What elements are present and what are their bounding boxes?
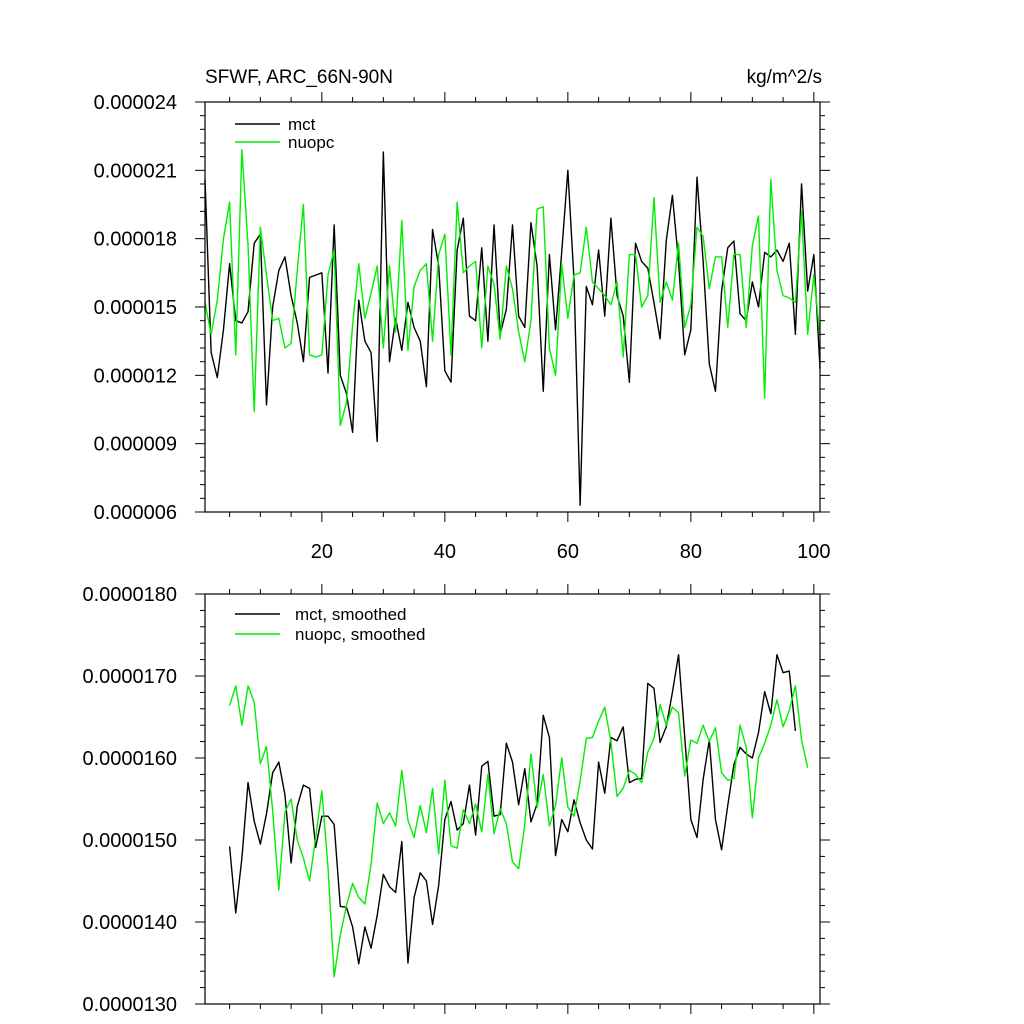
y-tick-label: 0.000015 <box>94 297 177 319</box>
top-panel-y-tick-labels: 0.000006 0.000009 0.000012 0.000015 0.000018… <box>94 92 177 524</box>
x-tick-label: 60 <box>557 541 579 563</box>
y-tick-label: 0.000012 <box>94 365 177 387</box>
top-panel-legend: mct nuopc <box>235 115 335 152</box>
y-tick-label: 0.000009 <box>94 434 177 456</box>
series-line-nuopc-smoothed <box>228 685 809 978</box>
y-tick-label: 0.0000180 <box>82 584 177 606</box>
top-panel: SFWF, ARC_66N-90N kg/m^2/s 0.0000060.000… <box>94 67 831 563</box>
y-tick-label: 0.000024 <box>94 92 177 114</box>
series-line-mct <box>204 151 821 506</box>
top-panel-title: SFWF, ARC_66N-90N <box>205 67 393 88</box>
x-tick-label: 40 <box>434 541 456 563</box>
y-tick-label: 0.0000150 <box>82 830 177 852</box>
top-panel-units: kg/m^2/s <box>747 67 822 88</box>
legend-label-nuopc-smoothed: nuopc, smoothed <box>295 625 425 644</box>
y-tick-label: 0.0000140 <box>82 912 177 934</box>
y-tick-label: 0.000006 <box>94 502 177 524</box>
x-tick-label: 20 <box>311 541 333 563</box>
y-tick-label: 0.0000170 <box>82 666 177 688</box>
top-panel-plot-frame <box>204 101 821 513</box>
bottom-panel-y-tick-labels: 0.0000130 0.0000140 0.0000150 0.0000160 0.00… <box>82 584 177 1016</box>
bottom-panel-ticks <box>195 584 830 1014</box>
bottom-panel-legend: mct, smoothed nuopc, smoothed <box>235 605 425 644</box>
y-tick-label: 0.0000130 <box>82 994 177 1016</box>
top-panel-series <box>204 149 821 506</box>
y-tick-label: 0.0000160 <box>82 748 177 770</box>
bottom-panel-plot-frame <box>204 593 821 1005</box>
y-tick-label: 0.000021 <box>94 160 177 182</box>
series-line-nuopc <box>204 149 821 427</box>
x-tick-label: 100 <box>797 541 830 563</box>
legend-label-mct-smoothed: mct, smoothed <box>295 605 407 624</box>
top-panel-ticks <box>195 92 830 522</box>
legend-label-mct: mct <box>288 115 316 134</box>
series-line-mct-smoothed <box>228 653 797 965</box>
bottom-panel: 0.0000130 0.0000140 0.0000150 0.0000160 0.00… <box>82 584 830 1016</box>
bottom-panel-series <box>228 653 809 978</box>
x-tick-label: 80 <box>680 541 702 563</box>
y-tick-label: 0.000018 <box>94 229 177 251</box>
top-panel-x-tick-labels: 20 40 60 80 100 <box>311 541 831 563</box>
legend-label-nuopc: nuopc <box>288 133 335 152</box>
